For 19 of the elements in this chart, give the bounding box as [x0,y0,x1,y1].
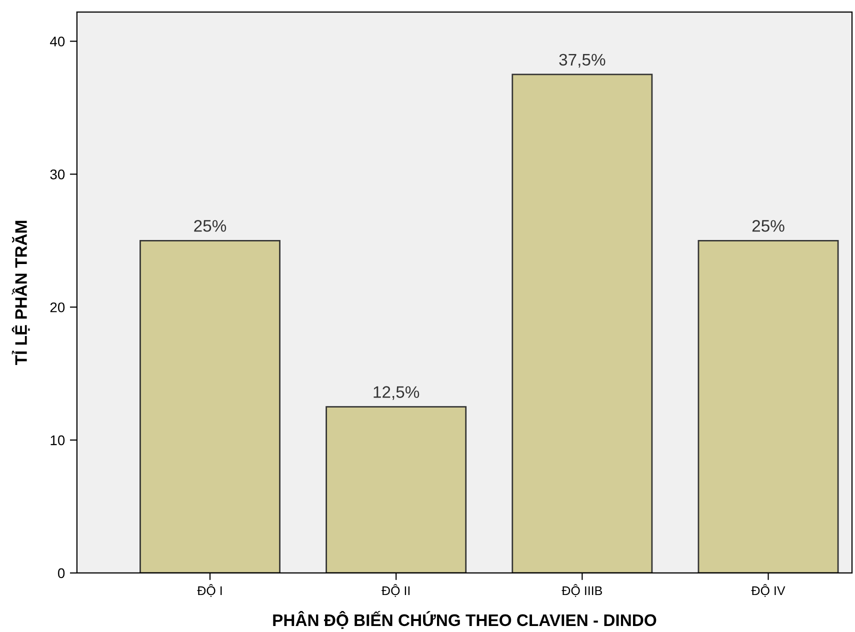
y-tick-label: 0 [58,568,65,578]
data-label: 12,5% [374,386,420,400]
y-tick-label: 30 [50,170,65,180]
bar [140,240,280,573]
bar [326,406,467,573]
bar [698,240,839,573]
y-tick-label: 20 [50,302,65,312]
x-tick-label: ĐỘ II [382,584,410,597]
y-axis-title: TỈ LỆ PHẦN TRĂM [12,220,30,365]
x-axis-title: PHÂN ĐỘ BIẾN CHỨNG THEO CLAVIEN - DINDO [273,611,656,629]
data-label: 25% [194,220,226,232]
x-tick-label: ĐỘ IIIB [562,584,602,597]
y-tick-label: 40 [50,36,65,46]
x-tick-label: ĐỘ IV [751,584,786,597]
data-label: 25% [752,220,784,232]
bar [512,74,653,573]
x-tick-label: ĐỘ I [197,584,222,597]
y-tick-label: 10 [50,435,65,446]
data-label: 37,5% [559,54,606,68]
